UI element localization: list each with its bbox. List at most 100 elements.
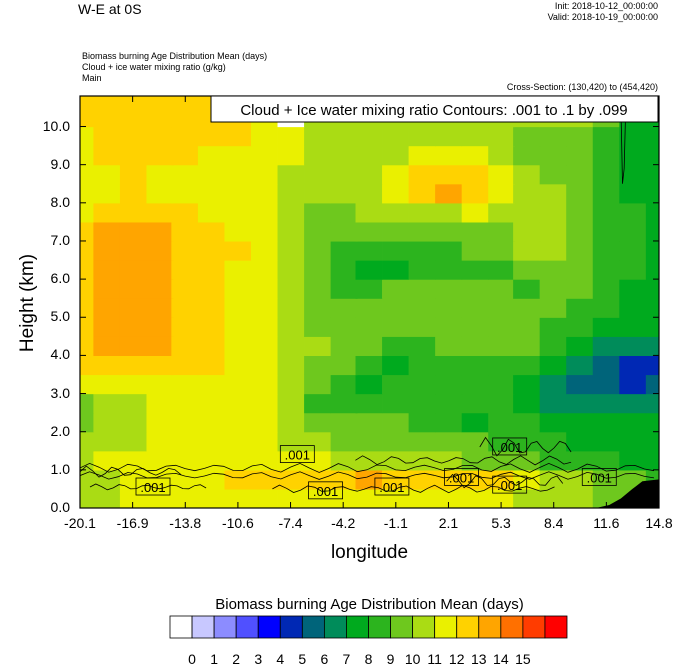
colorbar-swatch (522, 615, 546, 639)
heatmap-cell (566, 183, 594, 204)
colorbar-swatch (434, 615, 458, 639)
heatmap-cell (171, 298, 199, 318)
heatmap-cell (171, 336, 199, 357)
heatmap-cell (80, 374, 94, 395)
heatmap-cell (592, 469, 620, 490)
heatmap-cell (224, 469, 252, 490)
contour-info-text: Cloud + Ice water mixing ratio Contours:… (240, 102, 627, 119)
heatmap-cell (93, 240, 121, 261)
y-tick-label: 6.0 (50, 270, 70, 287)
heatmap-cell (619, 145, 647, 166)
heatmap-cell (224, 279, 252, 299)
heatmap-cell (250, 355, 278, 376)
heatmap-cell (566, 412, 594, 433)
contour-label-text: .001 (285, 448, 310, 463)
heatmap-cell (513, 355, 541, 376)
x-tick-label: 2.1 (438, 515, 459, 531)
heatmap-cell (330, 126, 358, 147)
field-label-biomass: Biomass burning Age Distribution Mean (d… (82, 51, 268, 61)
heatmap-cell (592, 164, 620, 185)
heatmap-cell (250, 431, 278, 452)
heatmap-cell (277, 164, 305, 185)
heatmap-cell (592, 183, 620, 204)
heatmap-cell (645, 393, 659, 414)
heatmap-cell (461, 126, 489, 147)
heatmap-cell (435, 374, 463, 395)
heatmap-cell (619, 393, 647, 414)
x-tick-label: -1.1 (383, 515, 408, 531)
heatmap-cell (146, 355, 174, 376)
heatmap-cell (224, 317, 252, 337)
heatmap-cell (304, 469, 331, 490)
heatmap-cell (146, 240, 174, 261)
heatmap-cell (355, 145, 383, 166)
heatmap-cell (566, 279, 594, 299)
x-tick-label: -10.6 (221, 515, 254, 531)
heatmap-cell (382, 260, 409, 280)
heatmap-cell (408, 317, 436, 337)
heatmap-cell (566, 145, 594, 166)
heatmap-cell (566, 317, 594, 337)
heatmap-cell (277, 374, 305, 395)
heatmap-cell (250, 164, 278, 185)
x-tick-label: 8.4 (543, 515, 564, 531)
heatmap-cell (171, 240, 199, 261)
heatmap-cell (171, 412, 199, 433)
contour-line (620, 103, 627, 184)
contour-line (446, 473, 564, 489)
heatmap-cell (619, 431, 647, 452)
heatmap-cell (80, 183, 94, 204)
heatmap-cell (119, 164, 147, 185)
heatmap-cell (277, 450, 305, 471)
heatmap-cell (461, 298, 489, 318)
heatmap-cell (119, 374, 147, 395)
heatmap-cell (435, 488, 463, 508)
heatmap-cell (119, 240, 147, 261)
heatmap-cell (566, 450, 594, 471)
heatmap-cell (645, 317, 659, 337)
heatmap-cell (645, 374, 659, 395)
heatmap-cell (224, 393, 252, 414)
heatmap-cell (645, 298, 659, 318)
heatmap-cell (408, 164, 436, 185)
heatmap-cell (224, 336, 252, 357)
heatmap-cell (539, 317, 567, 337)
heatmap-cell (330, 336, 358, 357)
heatmap-cell (80, 202, 94, 223)
heatmap-cell (224, 260, 252, 280)
heatmap-cell (304, 336, 331, 357)
heatmap-cell (435, 260, 463, 280)
contour-label: .001 (279, 445, 315, 463)
heatmap-cell (146, 450, 174, 471)
heatmap-cell (171, 374, 199, 395)
colorbar-label: 6 (320, 651, 329, 667)
heatmap-cell (513, 260, 541, 280)
contour-label-text: .001 (587, 470, 612, 485)
contour-line (80, 471, 655, 480)
colorbar-label: 9 (386, 651, 395, 667)
heatmap-cell (488, 469, 516, 490)
heatmap-cell (304, 260, 331, 280)
heatmap-cell (513, 240, 541, 261)
heatmap-cell (171, 317, 199, 337)
heatmap-cell (304, 355, 331, 376)
heatmap-cell (592, 240, 620, 261)
heatmap-cell (119, 96, 147, 109)
heatmap-cell (197, 488, 225, 508)
heatmap-cell (539, 202, 567, 223)
contour-line (80, 462, 655, 473)
heatmap-cell (592, 393, 620, 414)
heatmap-cell (539, 393, 567, 414)
axis-ticks (79, 96, 660, 509)
contour-label-text: .001 (140, 480, 165, 495)
colorbar-swatch (500, 615, 524, 639)
heatmap-cell (224, 450, 252, 471)
heatmap-cells (80, 96, 659, 508)
heatmap-cell (250, 202, 278, 223)
heatmap-cell (539, 126, 567, 147)
heatmap-cell (146, 202, 174, 223)
heatmap-cell (382, 336, 409, 357)
x-tick-label: -16.9 (116, 515, 149, 531)
x-tick-label: -7.4 (278, 515, 303, 531)
